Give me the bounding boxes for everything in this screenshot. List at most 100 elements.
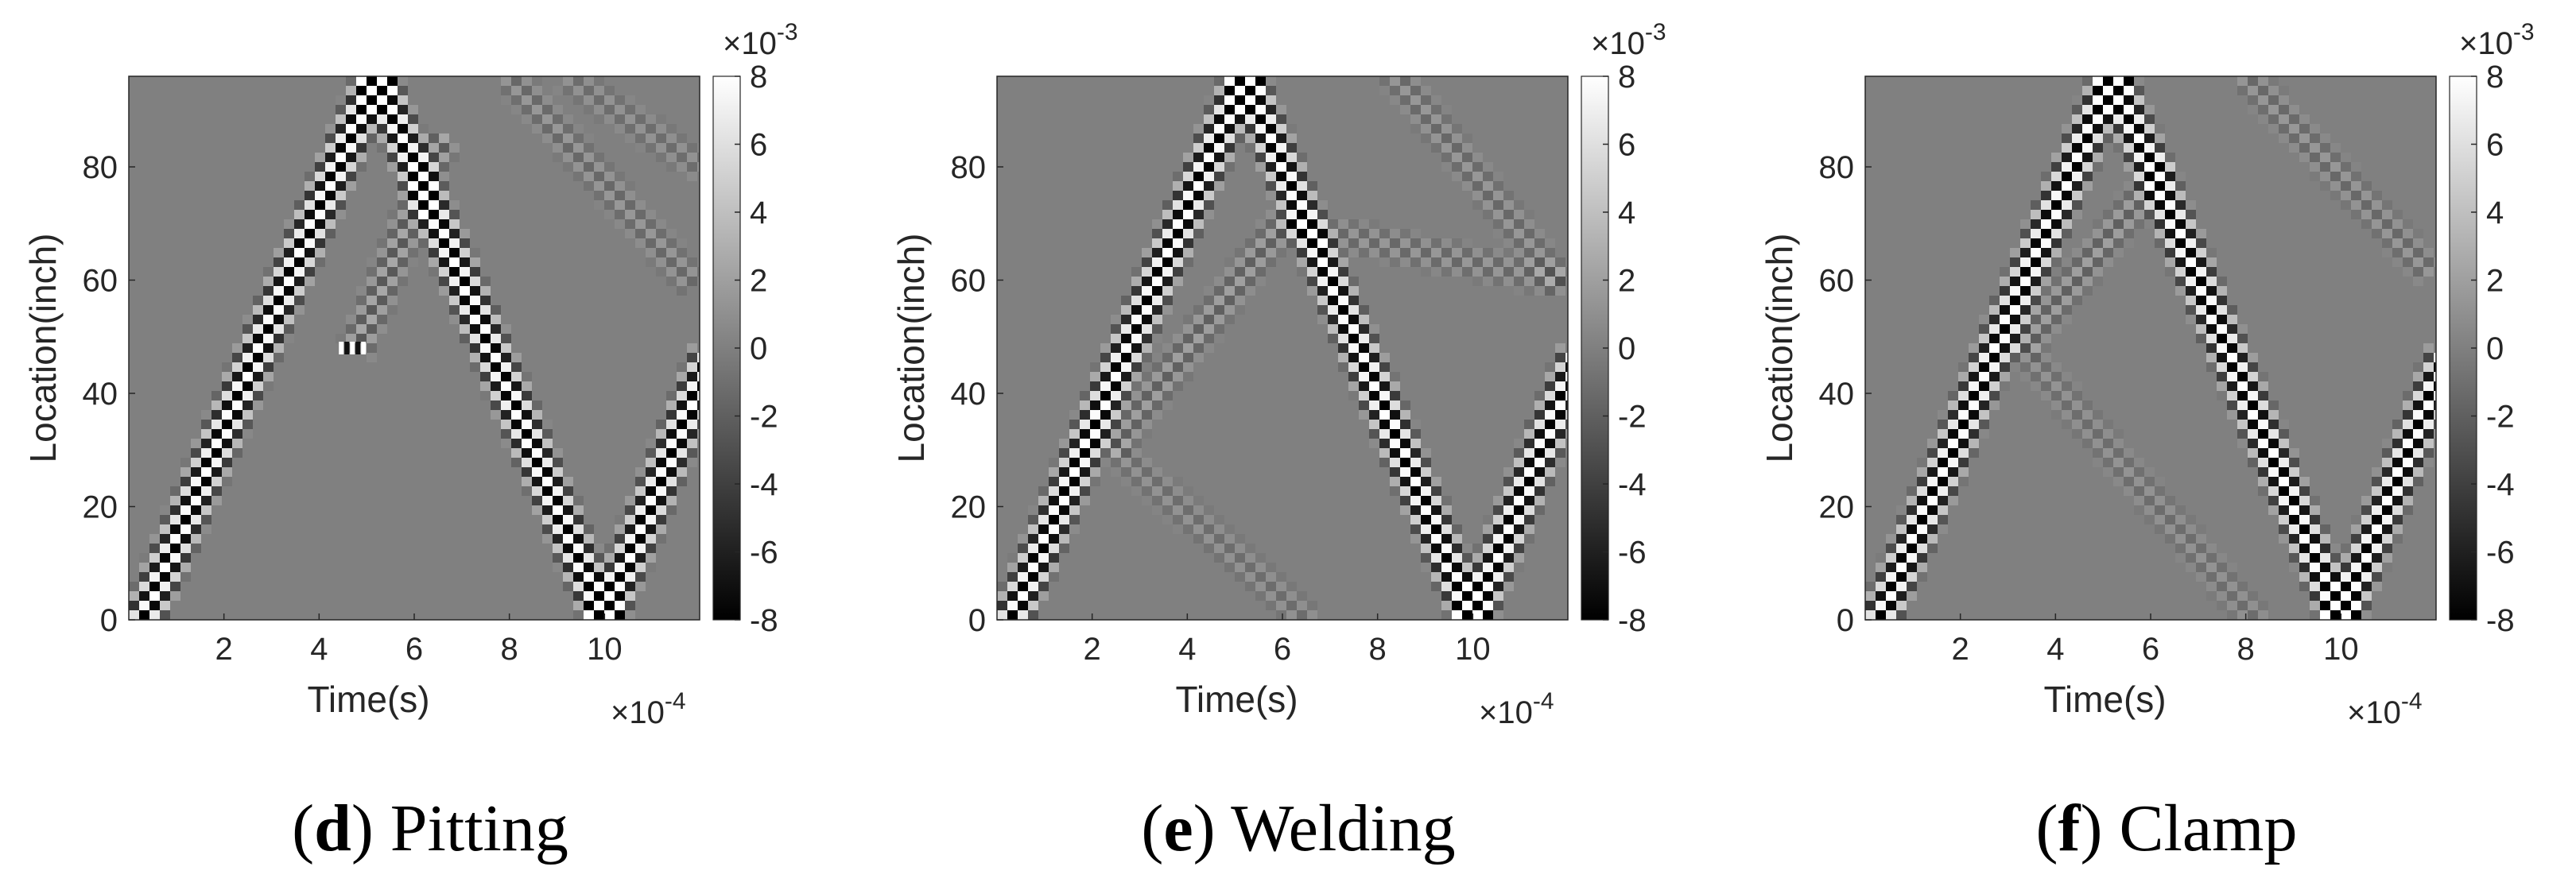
heatmap-cell [2072,105,2082,114]
heatmap-cell [1255,229,1266,238]
heatmap-cell [2217,315,2227,324]
heatmap-cell [1865,601,1876,610]
heatmap-cell [2186,534,2196,544]
heatmap-cell [1204,296,1214,305]
heatmap-cell [315,200,325,210]
heatmap-cell [2382,505,2392,515]
heatmap-cell [646,486,656,496]
heatmap-cell [1235,86,1245,95]
heatmap-cell [646,534,656,544]
heatmap-cell [367,305,377,315]
heatmap-cell [253,324,263,334]
heatmap-cell [2413,477,2423,486]
heatmap-cell [2392,448,2403,458]
heatmap-cell [1369,324,1379,334]
heatmap-cell [325,219,336,229]
heatmap-cell [553,544,563,553]
heatmap-cell [2020,238,2031,248]
heatmap-cell [1369,334,1379,343]
heatmap-cell [449,296,460,305]
heatmap-cell [1028,534,1038,544]
heatmap-cell [263,315,274,324]
heatmap-cell [2000,381,2010,391]
heatmap-cell [1472,267,1483,277]
heatmap-cell [129,591,139,601]
heatmap-cell [2289,505,2299,515]
heatmap-cell [2000,324,2010,334]
heatmap-cell [594,114,604,124]
heatmap-cell [2072,95,2082,105]
heatmap-cell [1369,362,1379,372]
heatmap-cell [563,553,573,563]
heatmap-cell [1224,563,1235,572]
heatmap-cell [2082,439,2093,448]
heatmap-cell [170,515,180,524]
heatmap-cell [522,429,532,439]
heatmap-cell [2227,610,2237,620]
heatmap-cell [1100,372,1111,381]
heatmap-cell [1090,372,1100,381]
heatmap-cell [2020,229,2031,238]
heatmap-cell [336,105,346,114]
heatmap-cell [2103,467,2113,477]
heatmap-plot-area [997,76,1568,620]
heatmap-cell [1100,343,1111,353]
heatmap-cell [1204,181,1214,191]
heatmap-cell [2206,324,2217,334]
heatmap-cell [1410,248,1421,257]
heatmap-cell [1131,477,1142,486]
heatmap-cell [180,486,191,496]
heatmap-cell [1545,248,1555,257]
heatmap-cell [2124,181,2134,191]
heatmap-cell [1038,553,1049,563]
heatmap-cell [2299,582,2310,591]
feature-mark [355,342,361,354]
heatmap-cell [553,143,563,153]
heatmap-cell [2196,305,2206,315]
heatmap-cell [1317,277,1328,286]
feature-mark [344,342,350,354]
heatmap-cell [656,124,666,134]
heatmap-cell [2206,353,2217,362]
heatmap-cell [1390,477,1400,486]
heatmap-cell [1204,544,1214,553]
heatmap-cell [1049,563,1059,572]
heatmap-cell [2144,496,2155,505]
heatmap-cell [398,105,408,114]
heatmap-cell [2165,257,2175,267]
heatmap-cell [398,153,408,162]
heatmap-cell [1534,439,1545,448]
heatmap-cell [542,420,553,429]
heatmap-cell [242,420,253,429]
heatmap-cell [449,143,460,153]
heatmap-cell [232,353,242,362]
heatmap-cell [2134,181,2144,191]
heatmap-cell [2041,391,2051,400]
heatmap-cell [294,267,305,277]
heatmap-cell [429,172,439,181]
heatmap-cell [253,343,263,353]
heatmap-cell [1328,334,1338,343]
heatmap-cell [242,334,253,343]
heatmap-cell [2134,143,2144,153]
heatmap-cell [522,372,532,381]
heatmap-cell [677,372,687,381]
heatmap-cell [1410,238,1421,248]
heatmap-cell [2103,210,2113,219]
heatmap-cell [274,248,284,257]
heatmap-cell [2392,257,2403,267]
heatmap-cell [1266,172,1276,181]
heatmap-cell [2165,219,2175,229]
heatmap-cell [398,238,408,248]
heatmap-cell [1152,391,1162,400]
heatmap-cell [1514,563,1524,572]
heatmap-cell [666,257,677,267]
heatmap-cell [1979,334,1989,343]
heatmap-cell [532,86,542,95]
heatmap-cell [2423,381,2434,391]
heatmap-cell [1142,496,1152,505]
heatmap-cell [1235,267,1245,277]
heatmap-cell [615,610,625,620]
heatmap-cell [2310,563,2320,572]
heatmap-cell [2155,162,2165,172]
